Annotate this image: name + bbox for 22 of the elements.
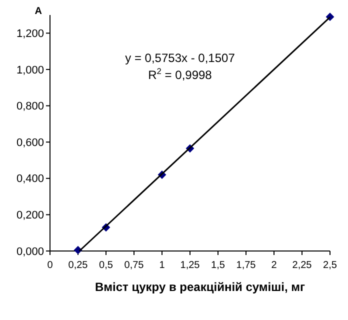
y-tick-label: 0,600 — [16, 136, 44, 149]
x-tick-label: 0 — [47, 260, 54, 271]
y-axis-title: А — [34, 6, 42, 17]
x-axis-title: Вміст цукру в реакційній суміші, мг — [94, 280, 306, 294]
x-tick-label: 1,5 — [211, 260, 226, 271]
x-tick-label: 0,25 — [68, 260, 88, 271]
y-tick-label: 1,000 — [16, 64, 44, 76]
annotation: R$^{2}$ = 0,9998 — [148, 66, 212, 82]
y-tick-label: 0,200 — [16, 210, 44, 222]
x-tick-label: 2 — [271, 260, 278, 271]
x-tick-label: 2,25 — [292, 260, 312, 271]
y-tick-label: 1,200 — [16, 28, 44, 40]
x-tick-label: 0,75 — [124, 260, 144, 271]
x-tick-label: 1,75 — [236, 260, 256, 271]
y-tick-label: 0,400 — [16, 173, 44, 186]
y-tick-label: 0,800 — [16, 100, 44, 113]
x-tick-label: 1,25 — [180, 260, 200, 271]
x-tick-label: 2,5 — [323, 260, 338, 271]
x-tick-label: 0,5 — [99, 260, 114, 271]
y-tick-label: 0,000 — [16, 246, 44, 258]
annotation: y = 0,5753x - 0,1507 — [125, 51, 236, 65]
x-tick-label: 1 — [159, 260, 166, 271]
